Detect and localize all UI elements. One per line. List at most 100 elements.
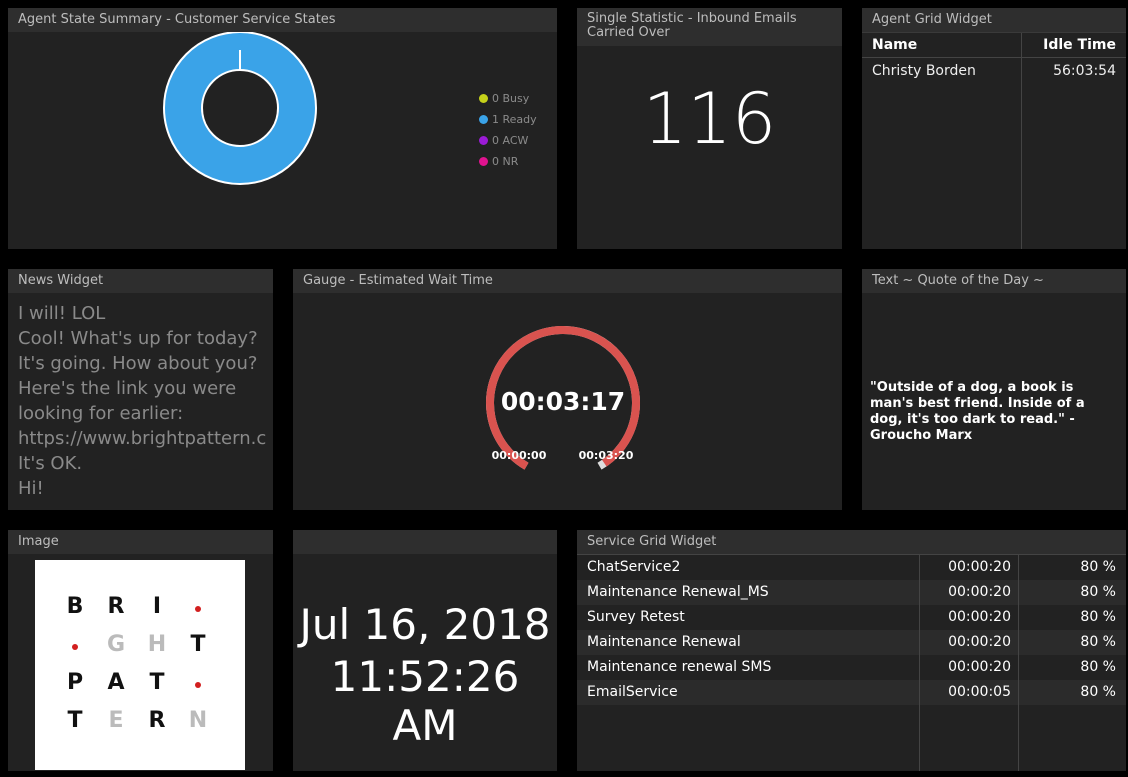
legend-dot-icon bbox=[479, 115, 488, 124]
clock-time: 11:52:26 AM bbox=[330, 652, 520, 750]
service-name-cell: ChatService2 bbox=[587, 559, 681, 575]
service-name-cell: Maintenance Renewal_MS bbox=[587, 584, 769, 600]
quote-text: "Outside of a dog, a book is man's best … bbox=[870, 380, 1085, 443]
donut-outer-border bbox=[163, 32, 317, 185]
service-grid-widget: Service Grid Widget EmailService 00:00:05… bbox=[577, 530, 1126, 771]
column-header-idle-time[interactable]: Idle Time bbox=[1043, 37, 1116, 53]
column-divider bbox=[1021, 33, 1022, 249]
agent-grid-table: Name Idle Time Christy Borden 56:03:54 bbox=[862, 32, 1126, 249]
logo-letter: N bbox=[188, 708, 208, 733]
legend-item-ready[interactable]: 1 Ready bbox=[479, 109, 537, 130]
donut-inner-border bbox=[201, 69, 279, 147]
service-percent-cell: 80 % bbox=[1080, 609, 1116, 625]
logo-dot bbox=[195, 606, 201, 612]
service-name-cell: Maintenance renewal SMS bbox=[587, 659, 772, 675]
news-item: https://www.brightpattern.c bbox=[18, 428, 267, 449]
widget-title: Image bbox=[8, 530, 273, 554]
logo-dot bbox=[195, 682, 201, 688]
column-divider bbox=[919, 555, 920, 771]
chart-legend: 0 Busy 1 Ready 0 ACW 0 NR bbox=[479, 88, 537, 172]
widget-title bbox=[293, 530, 557, 554]
agent-name-cell: Christy Borden bbox=[872, 63, 976, 79]
logo-letter: P bbox=[66, 670, 84, 695]
column-divider bbox=[1018, 555, 1019, 771]
logo-letter: E bbox=[108, 708, 124, 733]
widget-title: Gauge - Estimated Wait Time bbox=[293, 269, 842, 293]
statistic-value: 116 bbox=[642, 78, 777, 160]
logo-letter: R bbox=[148, 708, 166, 733]
service-percent-cell: 80 % bbox=[1080, 659, 1116, 675]
service-percent-cell: 80 % bbox=[1080, 634, 1116, 650]
header-divider bbox=[862, 57, 1126, 58]
logo-letter: B bbox=[66, 594, 84, 619]
single-statistic-widget: Single Statistic - Inbound Emails Carrie… bbox=[577, 8, 842, 249]
legend-item-nr[interactable]: 0 NR bbox=[479, 151, 537, 172]
service-grid-table: EmailService 00:00:05 80 % Maintenance rene… bbox=[577, 554, 1126, 771]
news-item: It's going. How about you? bbox=[18, 353, 258, 374]
logo-letter: R bbox=[107, 594, 125, 619]
news-item: Here's the link you were bbox=[18, 378, 237, 399]
service-time-cell: 00:00:05 bbox=[948, 684, 1011, 700]
widget-title: Text ~ Quote of the Day ~ bbox=[862, 269, 1126, 293]
legend-label: 0 ACW bbox=[492, 134, 529, 147]
logo-dot bbox=[72, 644, 78, 650]
service-time-cell: 00:00:20 bbox=[948, 659, 1011, 675]
service-name-cell: Survey Retest bbox=[587, 609, 685, 625]
news-widget: News Widget I will! LOL Cool! What's up … bbox=[8, 269, 273, 510]
legend-item-acw[interactable]: 0 ACW bbox=[479, 130, 537, 151]
service-row[interactable]: Maintenance Renewal_MS 00:00:20 80 % bbox=[577, 580, 1126, 605]
gauge-fill bbox=[486, 325, 641, 470]
column-header-name[interactable]: Name bbox=[872, 37, 918, 53]
clock-date: Jul 16, 2018 bbox=[299, 600, 551, 649]
logo-letter: G bbox=[106, 632, 126, 657]
agent-state-donut-chart bbox=[163, 32, 317, 185]
news-feed: I will! LOL Cool! What's up for today? I… bbox=[8, 293, 273, 509]
gauge-max-label: 00:03:20 bbox=[579, 449, 634, 462]
logo-letter: T bbox=[67, 708, 83, 733]
widget-title: Agent State Summary - Customer Service S… bbox=[8, 8, 557, 32]
logo-letter: A bbox=[107, 670, 125, 695]
widget-title: Agent Grid Widget bbox=[862, 8, 1126, 32]
service-row[interactable]: Maintenance renewal SMS 00:00:20 80 % bbox=[577, 655, 1126, 680]
widget-title: News Widget bbox=[8, 269, 273, 293]
gauge-value: 00:03:17 bbox=[501, 387, 625, 416]
quote-of-the-day-widget: Text ~ Quote of the Day ~ "Outside of a … bbox=[862, 269, 1126, 510]
service-time-cell: 00:00:20 bbox=[948, 559, 1011, 575]
logo-letter: I bbox=[152, 594, 162, 619]
news-item: It's OK. bbox=[18, 453, 83, 474]
legend-dot-icon bbox=[479, 136, 488, 145]
service-row[interactable]: Survey Retest 00:00:20 80 % bbox=[577, 605, 1126, 630]
service-row[interactable]: Maintenance Renewal 00:00:20 80 % bbox=[577, 630, 1126, 655]
logo-letter: T bbox=[190, 632, 206, 657]
gauge-min-label: 00:00:00 bbox=[492, 449, 547, 462]
legend-dot-icon bbox=[479, 94, 488, 103]
agent-grid-widget: Agent Grid Widget Name Idle Time Christy… bbox=[862, 8, 1126, 249]
service-percent-cell: 80 % bbox=[1080, 684, 1116, 700]
idle-time-cell: 56:03:54 bbox=[1053, 63, 1116, 79]
legend-dot-icon bbox=[479, 157, 488, 166]
service-name-cell: Maintenance Renewal bbox=[587, 634, 741, 650]
service-percent-cell: 80 % bbox=[1080, 559, 1116, 575]
agent-state-summary-widget: Agent State Summary - Customer Service S… bbox=[8, 8, 557, 249]
service-time-cell: 00:00:20 bbox=[948, 609, 1011, 625]
clock-widget: Jul 16, 2018 11:52:26 AM bbox=[293, 530, 557, 771]
service-row[interactable]: ChatService2 00:00:20 80 % bbox=[577, 555, 1126, 580]
legend-label: 0 Busy bbox=[492, 92, 530, 105]
service-percent-cell: 80 % bbox=[1080, 584, 1116, 600]
legend-item-busy[interactable]: 0 Busy bbox=[479, 88, 537, 109]
news-item: I will! LOL bbox=[18, 303, 106, 324]
service-name-cell: EmailService bbox=[587, 684, 678, 700]
widget-title: Service Grid Widget bbox=[577, 530, 1126, 554]
news-item: looking for earlier: bbox=[18, 403, 184, 424]
widget-title: Single Statistic - Inbound Emails Carrie… bbox=[577, 8, 842, 46]
gauge-widget: Gauge - Estimated Wait Time 00:03:17 00:… bbox=[293, 269, 842, 510]
service-time-cell: 00:00:20 bbox=[948, 634, 1011, 650]
news-item: Hi! bbox=[18, 478, 44, 499]
legend-label: 1 Ready bbox=[492, 113, 537, 126]
legend-label: 0 NR bbox=[492, 155, 519, 168]
service-time-cell: 00:00:20 bbox=[948, 584, 1011, 600]
service-row[interactable]: EmailService 00:00:05 80 % bbox=[577, 680, 1126, 705]
news-item: Cool! What's up for today? bbox=[18, 328, 258, 349]
